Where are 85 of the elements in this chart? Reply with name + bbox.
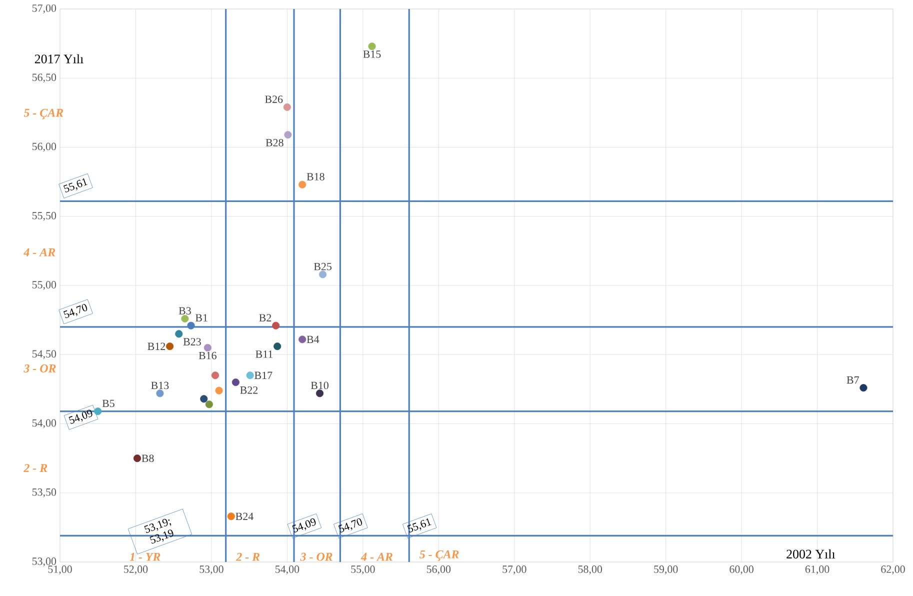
point — [283, 103, 291, 111]
series-label: B23 — [183, 338, 201, 346]
x-tick-label: 60,00 — [730, 566, 754, 574]
series-label: B25 — [314, 262, 332, 270]
point — [318, 270, 327, 278]
y-tick-label: 55,00 — [32, 281, 56, 290]
series-label: B4 — [306, 336, 320, 344]
point — [246, 372, 254, 380]
point — [298, 336, 306, 344]
point — [200, 395, 208, 403]
ref-line-label: 54,09 — [68, 410, 92, 424]
y-tick-label: 55,50 — [32, 212, 56, 221]
x-tick-label: 55,00 — [351, 566, 375, 574]
point — [232, 378, 240, 386]
series-label: B7 — [846, 376, 859, 384]
y-tick-label: 54,50 — [32, 350, 56, 360]
annotation: 5 - ÇAR — [24, 108, 64, 120]
point — [298, 180, 306, 188]
y-tick-label: 56,00 — [32, 142, 56, 152]
series-label: B8 — [142, 454, 154, 462]
series-label: B5 — [102, 400, 114, 408]
series-label: B17 — [254, 372, 272, 379]
point — [284, 131, 292, 139]
point — [316, 390, 324, 398]
point — [215, 386, 223, 394]
series-label: B28 — [266, 138, 284, 146]
x-axis-title: 2002 Yılı — [786, 549, 836, 558]
text: 3 - OR — [24, 364, 56, 372]
series-label: B18 — [306, 173, 324, 180]
series-label: B1 — [196, 314, 208, 322]
annotation: 5 - ÇAR — [420, 550, 459, 561]
ref-line-label: 54,09 — [292, 518, 316, 532]
annotation: 4 - AR — [360, 552, 393, 561]
x-tick-label: 59,00 — [654, 566, 678, 574]
point — [368, 42, 376, 50]
annotation: 2 - R — [236, 552, 260, 561]
series-label: B26 — [265, 96, 283, 103]
x-tick-label: 61,00 — [805, 566, 830, 574]
point — [227, 512, 235, 520]
x-tick-label: 51,00 — [48, 566, 72, 574]
x-tick-label: 58,00 — [578, 566, 602, 574]
point — [204, 344, 212, 352]
y-axis-title: 2017 Yılı — [34, 54, 84, 64]
series-label: B10 — [310, 382, 328, 390]
y-tick-label: 54,00 — [32, 419, 56, 428]
series-label: B3 — [178, 307, 191, 314]
x-tick-label: 62,00 — [881, 566, 905, 574]
annotation: 1 - YR — [130, 552, 160, 561]
point — [272, 322, 280, 330]
point — [166, 342, 174, 350]
ref-line-label: 55,61 — [63, 178, 88, 192]
point — [94, 408, 102, 416]
y-tick-label: 53,50 — [32, 488, 56, 498]
point — [205, 400, 213, 408]
annotation: 3 - OR — [300, 552, 332, 561]
y-tick-label: 56,50 — [32, 74, 56, 83]
series-label: B11 — [256, 350, 272, 358]
series-label: B15 — [363, 50, 381, 58]
series-label: B2 — [259, 314, 272, 322]
x-tick-label: 52,00 — [124, 566, 148, 574]
x-tick-label: 57,00 — [502, 566, 526, 574]
series-label: B16 — [198, 352, 216, 360]
point — [181, 314, 189, 322]
y-tick-label: 53,00 — [32, 558, 56, 566]
point — [133, 454, 142, 462]
ref-line-label: 55,61 — [407, 518, 432, 532]
point — [860, 384, 868, 392]
ref-line-label: 54,70 — [338, 518, 362, 532]
point — [156, 390, 164, 398]
x-tick-label: 54,00 — [275, 566, 300, 574]
series-label: B13 — [151, 382, 169, 390]
text: 2 - R — [24, 464, 48, 472]
y-tick-label: 57,00 — [32, 4, 56, 14]
series-label: B22 — [240, 386, 258, 394]
ref-line-label: 54,70 — [63, 304, 88, 318]
series-label: B12 — [148, 342, 166, 350]
series-label: B24 — [236, 512, 254, 520]
point — [211, 372, 220, 380]
point — [187, 322, 195, 330]
x-tick-label: 53,00 — [200, 566, 224, 574]
x-tick-label: 56,00 — [426, 566, 451, 574]
ref-line-label: 53,19; 53,19 — [144, 518, 174, 544]
point — [175, 330, 183, 338]
text: 4 - AR — [24, 248, 56, 256]
point — [274, 342, 282, 350]
